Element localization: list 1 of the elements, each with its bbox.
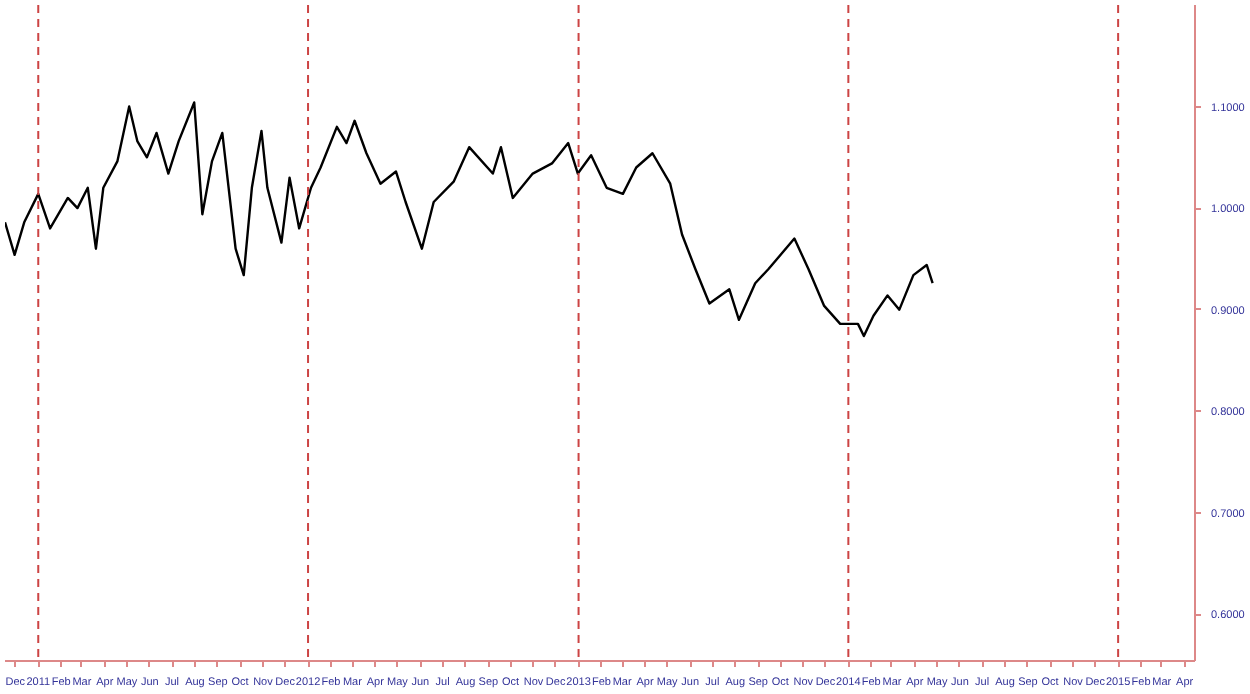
line-series <box>5 101 934 338</box>
